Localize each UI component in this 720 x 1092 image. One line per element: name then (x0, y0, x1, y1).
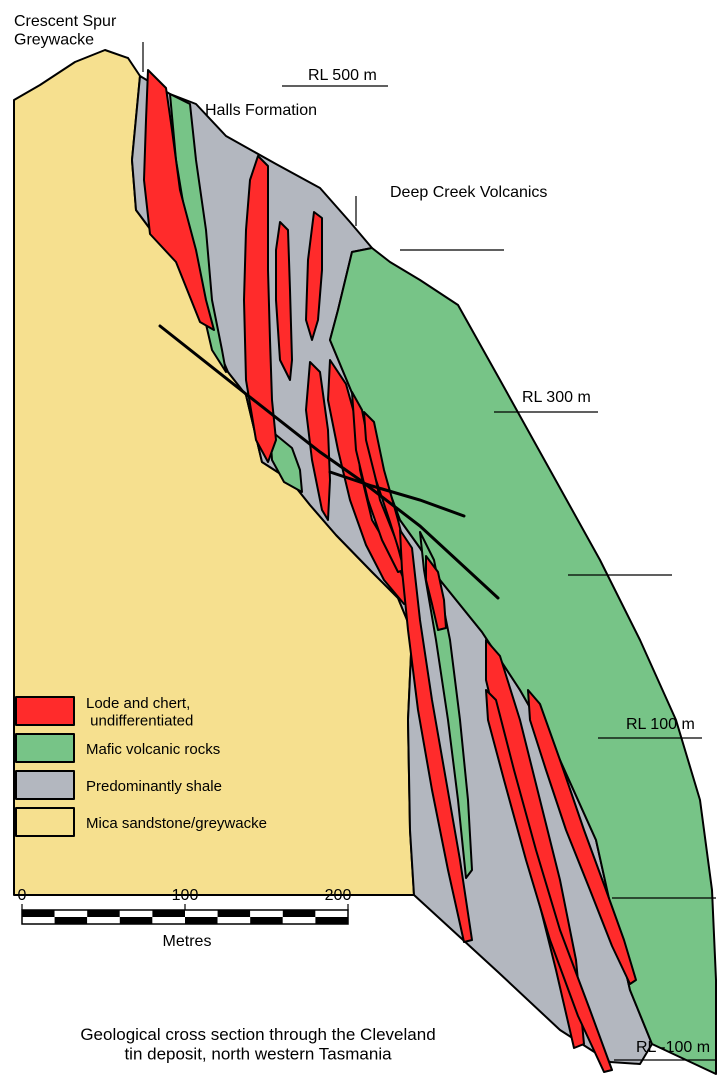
deep-creek-volcanics-label: Deep Creek Volcanics (390, 184, 547, 201)
scale-segment (119, 917, 153, 924)
scale-segment (250, 917, 283, 924)
lode-lens (275, 221, 293, 381)
faults (158, 324, 500, 600)
scale-segment (22, 917, 55, 924)
legend-label-mafic: Mafic volcanic rocks (86, 741, 220, 758)
legend-label-shale: Predominantly shale (86, 778, 222, 795)
legend-label-sandstone: Mica sandstone/greywacke (86, 815, 267, 832)
deep-creek-volcanics-unit (329, 247, 717, 1075)
scale-segment (185, 910, 218, 917)
lode-lens (243, 155, 277, 463)
rl-300-label: RL 300 m (522, 389, 591, 406)
scale-segment (119, 910, 153, 917)
legend-swatch-sandstone (15, 807, 75, 837)
scale-segments (22, 910, 348, 924)
scale-segment (282, 910, 316, 917)
lower-mafic-band (269, 429, 303, 493)
rl-100-label: RL 100 m (626, 716, 695, 733)
scale-segment (54, 917, 88, 924)
scale-segment (315, 917, 348, 924)
scale-segment (152, 917, 185, 924)
legend-swatch-mafic (15, 733, 75, 763)
scale-bar: 0 100 200 Metres (18, 887, 352, 950)
scale-segment (315, 910, 348, 917)
lode-lens (305, 361, 331, 521)
lode-lenses (143, 69, 637, 1073)
mafic-sliver (419, 531, 473, 879)
scale-tick-0: 0 (18, 887, 27, 904)
rl-500-label: RL 500 m (308, 67, 377, 84)
lode-lens (425, 555, 447, 631)
scale-segment (54, 910, 88, 917)
halls-formation-label: Halls Formation (205, 102, 317, 119)
crescent-spur-label: Crescent Spur Greywacke (14, 13, 117, 48)
lode-lens (527, 689, 637, 985)
scale-segment (22, 910, 55, 917)
legend-label-lode: Lode and chert, undifferentiated (86, 695, 193, 729)
scale-segment (185, 917, 218, 924)
scale-segment (217, 917, 251, 924)
scale-unit-label: Metres (163, 933, 212, 950)
scale-tick-200: 200 (325, 887, 352, 904)
lode-lens (399, 529, 473, 943)
scale-segment (152, 910, 185, 917)
scale-segment (87, 917, 120, 924)
lode-lens (485, 689, 613, 1073)
fault-line-splay (328, 470, 466, 518)
caption: Geological cross section through the Cle… (80, 1025, 435, 1064)
legend-swatch-lode (15, 696, 75, 726)
legend-swatch-shale (15, 770, 75, 800)
scale-segment (282, 917, 316, 924)
scale-segment (87, 910, 120, 917)
scale-segment (250, 910, 283, 917)
lode-lens (305, 211, 323, 341)
legend: Lode and chert, undifferentiated Mafic v… (15, 695, 267, 837)
scale-tick-100: 100 (172, 887, 199, 904)
rl-neg100-label: RL -100 m (636, 1039, 710, 1056)
lode-lens (143, 69, 215, 331)
scale-segment (217, 910, 251, 917)
fault-line-main (158, 324, 500, 600)
